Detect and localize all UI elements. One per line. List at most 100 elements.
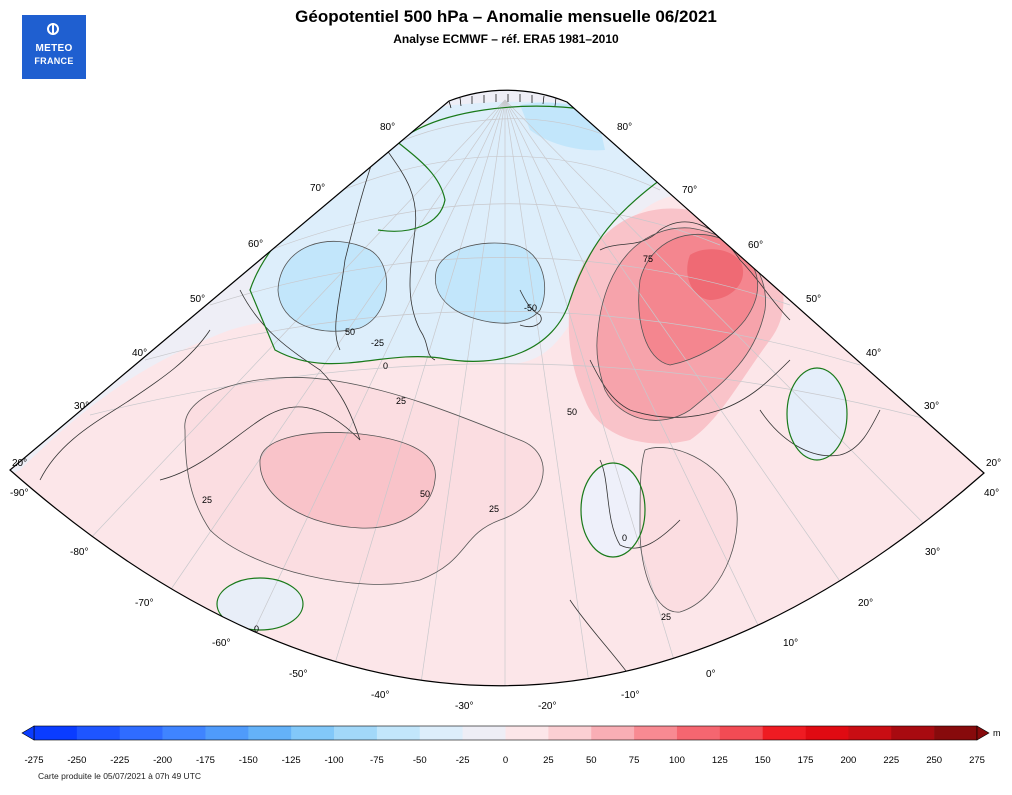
zero-contour-iberia	[580, 462, 646, 558]
lon-minus-40: -40°	[371, 690, 389, 701]
contour-label-west-atlantic: 25	[202, 495, 212, 505]
zero-contour-subtropical	[216, 577, 304, 631]
iceland-coast	[519, 289, 542, 327]
contour-label-mid-atlantic: 25	[489, 504, 499, 514]
longitude-labels: -90° -80° -70° -60° -50° -40° -30° -20° …	[10, 488, 999, 712]
lon-minus-30: -30°	[455, 701, 473, 712]
latitude-labels-left: 80° 70° 60° 50° 40° 30° 20°	[12, 122, 395, 469]
lat-left-30: 30°	[74, 401, 89, 412]
colorbar-tick-label: 275	[969, 755, 985, 766]
lon-20: 20°	[858, 598, 873, 609]
colorbar-cell	[119, 726, 163, 740]
colorbar-tick-label: 25	[543, 755, 554, 766]
colorbar-tick-label: -25	[456, 755, 470, 766]
colorbar-right-arrow	[976, 725, 990, 741]
lat-left-70: 70°	[310, 183, 325, 194]
greenland-coast-west	[335, 139, 381, 351]
contour-label-greenland: -25	[371, 338, 384, 348]
contour-label-subtropical: 0	[254, 624, 259, 634]
anomaly-zone-scandinavia-100-125	[687, 249, 744, 300]
colorbar-cell	[676, 726, 721, 740]
colorbar-cell	[419, 726, 463, 740]
anomaly-zone-greenland-west	[278, 241, 387, 332]
us-east-coast	[159, 406, 361, 481]
contour-label-iceland: -50	[524, 303, 537, 313]
lat-right-50: 50°	[806, 294, 821, 305]
colorbar-cell	[376, 726, 421, 740]
colorbar-cell	[591, 726, 635, 740]
colorbar-cell	[719, 726, 763, 740]
colorbar-tick-label: 175	[798, 755, 814, 766]
black-sea-coast	[759, 409, 881, 457]
lat-right-70: 70°	[682, 185, 697, 196]
contour-label-zero-north: 0	[383, 361, 388, 371]
colorbar-cell	[76, 726, 121, 740]
colorbar-tick-label: 250	[926, 755, 942, 766]
lon-minus-50: -50°	[289, 669, 307, 680]
colorbar-cell	[334, 726, 378, 740]
latitude-labels-right: 80° 70° 60° 50° 40° 30° 20°	[617, 122, 1001, 469]
colorbar-tick-label: -275	[24, 755, 43, 766]
lon-minus-90: -90°	[10, 488, 28, 499]
contour-label-greenland-inner: 50	[345, 327, 355, 337]
lat-left-80: 80°	[380, 122, 395, 133]
colorbar-tick-label: 75	[629, 755, 640, 766]
meteo-france-logo: METEO FRANCE	[22, 15, 86, 79]
lon-10: 10°	[783, 638, 798, 649]
graticule	[69, 99, 941, 686]
contour-label-europe: 50	[567, 407, 577, 417]
colorbar-tick-label: -250	[67, 755, 86, 766]
colorbar-tick-label: -150	[239, 755, 258, 766]
logo-line-2: FRANCE	[34, 56, 74, 66]
colorbar-cell	[462, 726, 506, 740]
anomaly-zone-black-sea	[787, 368, 847, 460]
colorbar-tick-label: -225	[110, 755, 129, 766]
anomaly-zone-north-africa	[640, 447, 738, 613]
europe-coast	[589, 359, 791, 418]
anomaly-zone-greenland-east	[435, 243, 545, 324]
colorbar-cells	[33, 725, 978, 741]
lat-right-60: 60°	[748, 240, 763, 251]
colorbar-tick-label: 200	[840, 755, 856, 766]
contour-label-north-atlantic: 25	[396, 396, 406, 406]
lon-minus-80: -80°	[70, 547, 88, 558]
anomaly-zone-atlantic-50-75	[259, 432, 436, 529]
colorbar-cell	[162, 726, 206, 740]
contour-label-iberia: 0	[622, 533, 627, 543]
colorbar-left-arrow	[21, 725, 35, 741]
colorbar-tick-label: 50	[586, 755, 597, 766]
lon-40: 40°	[984, 488, 999, 499]
contour-label-africa: 25	[661, 612, 671, 622]
colorbar-cell	[891, 726, 935, 740]
lon-minus-60: -60°	[212, 638, 230, 649]
contour-lines	[184, 227, 766, 613]
colorbar-tick-label: -200	[153, 755, 172, 766]
colorbar-cell	[762, 726, 806, 740]
colorbar-unit: m	[993, 728, 1001, 738]
colorbar-tick-label: 225	[883, 755, 899, 766]
lon-30: 30°	[925, 547, 940, 558]
colorbar-cell	[548, 726, 592, 740]
production-credit: Carte produite le 05/07/2021 à 07h 49 UT…	[38, 771, 202, 781]
map-subtitle: Analyse ECMWF – réf. ERA5 1981–2010	[393, 32, 619, 46]
lat-right-30: 30°	[924, 401, 939, 412]
lat-left-60: 60°	[248, 239, 263, 250]
colorbar-tick-labels: -275 -250 -225 -200 -175 -150 -125 -100 -75 -50 -2…	[24, 755, 984, 766]
lon-minus-10: -10°	[621, 690, 639, 701]
north-america-coast	[39, 329, 211, 481]
canada-coast	[239, 289, 361, 441]
lat-right-20: 20°	[986, 458, 1001, 469]
colorbar-tick-label: -75	[370, 755, 384, 766]
logo-line-1: METEO	[35, 43, 73, 54]
colorbar-cell	[934, 726, 978, 740]
scandinavia-coast	[599, 221, 791, 321]
colorbar-tick-label: 150	[755, 755, 771, 766]
lat-left-50: 50°	[190, 294, 205, 305]
iberia-coast	[599, 459, 681, 549]
colorbar: -275 -250 -225 -200 -175 -150 -125 -100 -75 -50 -2…	[21, 725, 1001, 766]
colorbar-cell	[248, 726, 292, 740]
colorbar-cell	[505, 726, 549, 740]
anomaly-zone-subtropical-atlantic	[217, 578, 303, 630]
colorbar-tick-label: 0	[503, 755, 508, 766]
